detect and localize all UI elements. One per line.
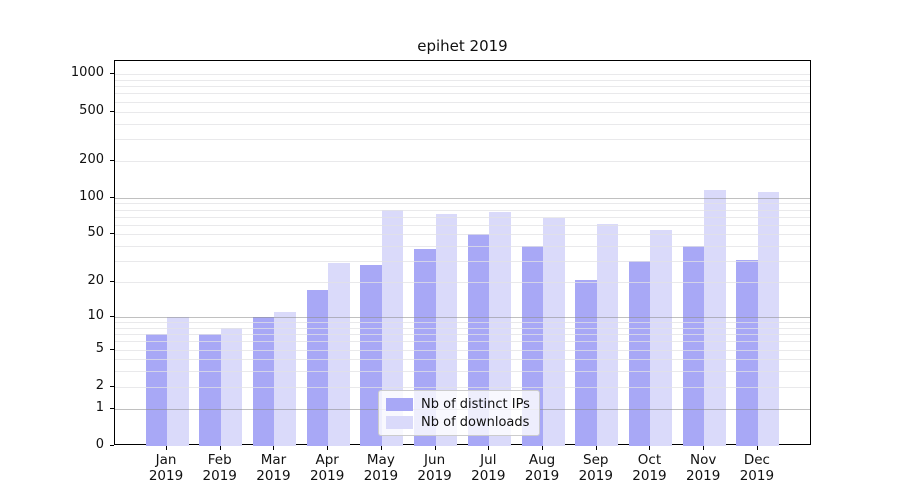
y-tick-mark-20 <box>110 281 114 283</box>
bar-nb-of-distinct-ips-oct-2019 <box>628 261 651 446</box>
chart-title: epihet 2019 <box>417 37 508 55</box>
bar-nb-of-distinct-ips-feb-2019 <box>199 334 221 446</box>
x-tick-label-mar-2019: Mar 2019 <box>256 452 291 484</box>
bar-nb-of-downloads-jun-2019 <box>435 213 458 446</box>
bar-nb-of-distinct-ips-mar-2019 <box>252 316 275 446</box>
y-tick-mark-5 <box>110 348 114 350</box>
y-tick-label-5: 5 <box>95 340 104 356</box>
y-tick-label-500: 500 <box>79 102 104 118</box>
x-tick-mark-aug-2019 <box>542 446 544 450</box>
y-tick-mark-50 <box>110 233 114 235</box>
y-tick-mark-1000 <box>110 73 114 75</box>
x-tick-label-aug-2019: Aug 2019 <box>524 452 560 484</box>
y-tick-label-100: 100 <box>79 188 104 204</box>
bar-nb-of-downloads-mar-2019 <box>274 312 296 446</box>
x-tick-label-jan-2019: Jan 2019 <box>148 452 184 484</box>
bar-nb-of-downloads-feb-2019 <box>220 327 243 446</box>
x-tick-mark-feb-2019 <box>219 446 221 450</box>
x-tick-mark-jun-2019 <box>434 446 436 450</box>
y-tick-mark-200 <box>110 159 114 161</box>
bar-nb-of-downloads-dec-2019 <box>757 192 780 446</box>
x-tick-label-nov-2019: Nov 2019 <box>686 452 721 484</box>
x-tick-label-dec-2019: Dec 2019 <box>739 452 775 484</box>
x-tick-label-sep-2019: Sep 2019 <box>578 452 613 484</box>
bar-nb-of-distinct-ips-dec-2019 <box>736 259 758 446</box>
x-tick-mark-dec-2019 <box>756 446 758 450</box>
y-tick-mark-1 <box>110 407 114 409</box>
y-tick-label-1000: 1000 <box>70 65 104 81</box>
x-tick-label-may-2019: May 2019 <box>363 452 399 484</box>
y-tick-mark-10 <box>110 315 114 317</box>
bar-nb-of-distinct-ips-nov-2019 <box>682 246 705 446</box>
legend-label-downloads: Nb of downloads <box>421 414 530 430</box>
y-tick-label-0: 0 <box>95 437 104 452</box>
legend-entry-downloads: Nb of downloads <box>386 413 530 431</box>
y-tick-mark-100 <box>110 196 114 198</box>
legend-label-distinct-ips: Nb of distinct IPs <box>421 396 530 412</box>
x-tick-label-jun-2019: Jun 2019 <box>417 452 452 484</box>
y-tick-label-2: 2 <box>95 377 104 393</box>
x-tick-label-apr-2019: Apr 2019 <box>309 452 345 484</box>
bar-layer <box>115 61 810 446</box>
bar-nb-of-downloads-oct-2019 <box>650 230 672 446</box>
bar-nb-of-distinct-ips-jan-2019 <box>145 334 167 446</box>
bar-nb-of-downloads-apr-2019 <box>328 263 350 446</box>
y-tick-label-10: 10 <box>87 307 104 323</box>
bar-nb-of-distinct-ips-may-2019 <box>360 264 382 446</box>
legend-swatch-downloads <box>386 415 413 429</box>
x-tick-mark-mar-2019 <box>273 446 275 450</box>
bar-nb-of-distinct-ips-sep-2019 <box>575 279 597 446</box>
legend-entry-distinct-ips: Nb of distinct IPs <box>386 395 530 413</box>
y-tick-mark-500 <box>110 110 114 112</box>
y-tick-mark-0 <box>110 445 114 446</box>
x-tick-mark-sep-2019 <box>595 446 597 450</box>
y-tick-mark-2 <box>110 385 114 387</box>
x-tick-mark-may-2019 <box>380 446 382 450</box>
bar-nb-of-downloads-nov-2019 <box>704 190 726 446</box>
x-tick-label-jul-2019: Jul 2019 <box>471 452 506 484</box>
bar-nb-of-downloads-jan-2019 <box>167 316 189 446</box>
legend: Nb of distinct IPs Nb of downloads <box>378 390 540 436</box>
x-tick-label-oct-2019: Oct 2019 <box>632 452 667 484</box>
y-tick-label-50: 50 <box>87 225 104 241</box>
y-tick-label-20: 20 <box>87 273 104 289</box>
x-tick-mark-jan-2019 <box>166 446 167 450</box>
bar-nb-of-distinct-ips-apr-2019 <box>306 290 329 446</box>
bar-nb-of-downloads-sep-2019 <box>596 223 619 446</box>
x-tick-mark-nov-2019 <box>703 446 705 450</box>
x-tick-label-feb-2019: Feb 2019 <box>202 452 237 484</box>
legend-swatch-distinct-ips <box>386 397 413 411</box>
y-tick-label-1: 1 <box>95 399 104 415</box>
y-tick-label-200: 200 <box>79 151 104 167</box>
plot-area <box>114 60 811 446</box>
x-tick-mark-oct-2019 <box>649 446 651 450</box>
x-tick-mark-jul-2019 <box>488 446 490 450</box>
x-tick-mark-apr-2019 <box>327 446 329 450</box>
bar-nb-of-downloads-aug-2019 <box>543 218 565 446</box>
